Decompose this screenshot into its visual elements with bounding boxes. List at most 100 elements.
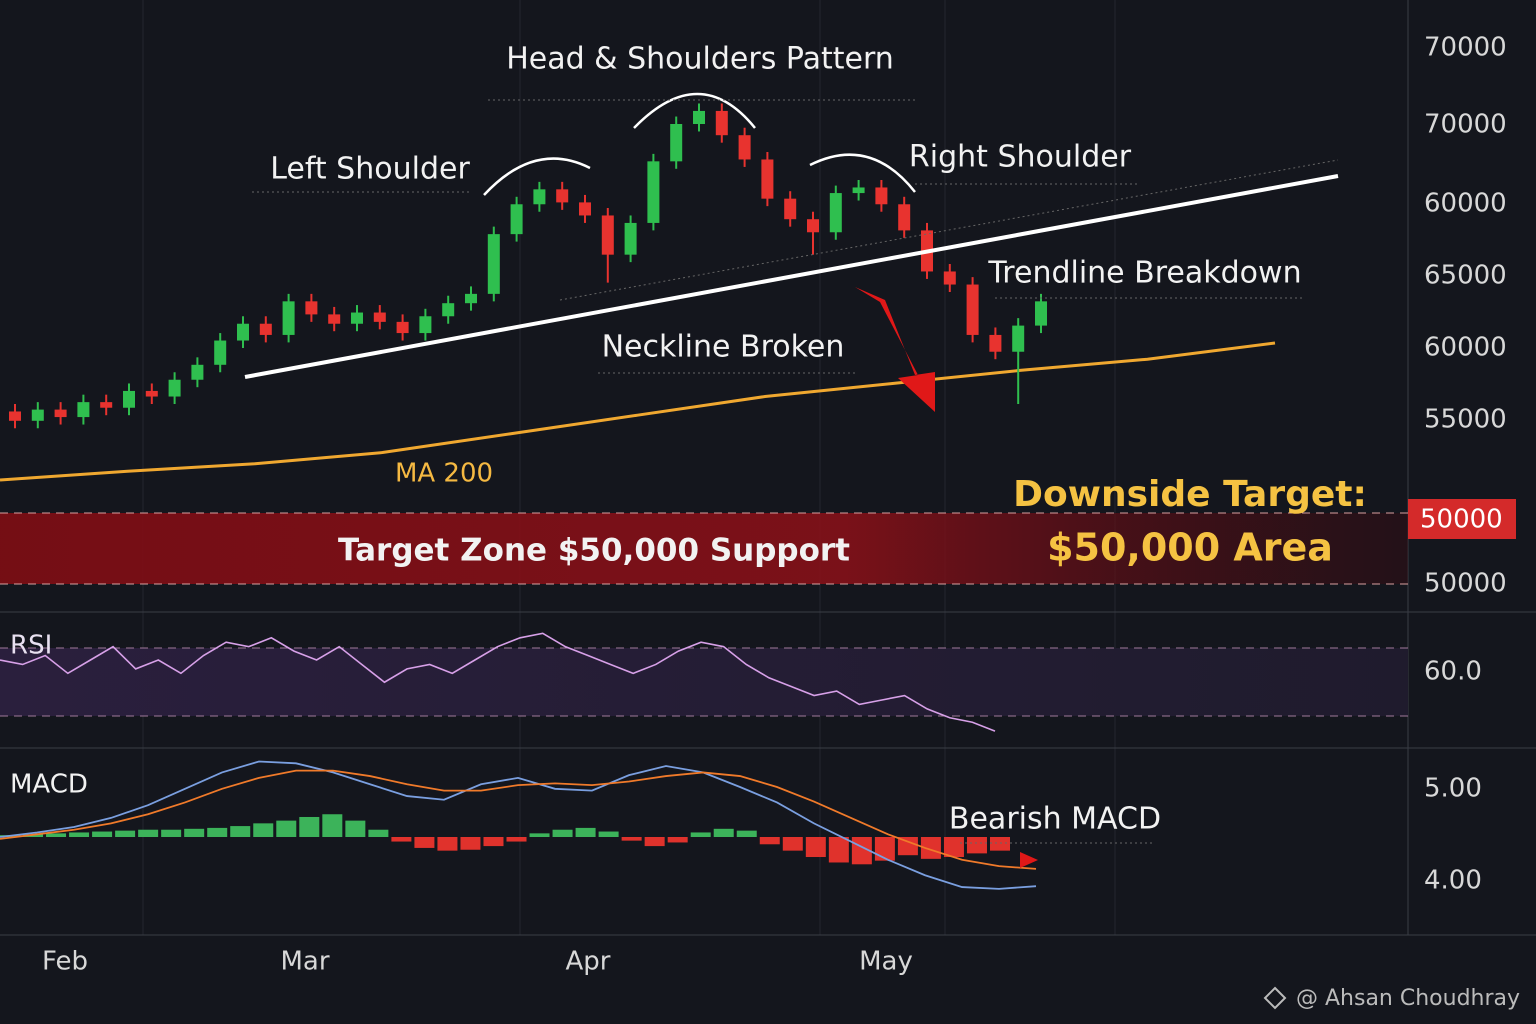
price-axis-label: 65000: [1424, 261, 1507, 291]
macd-bar: [299, 816, 320, 837]
x-tick-label: Mar: [280, 947, 329, 977]
price-axis-label: 70000: [1424, 33, 1507, 63]
candle-body: [601, 215, 614, 255]
grid: [142, 0, 1116, 935]
macd-bar: [920, 837, 941, 859]
rsi-axis-label: 60.0: [1424, 657, 1482, 687]
macd-bar: [874, 837, 895, 861]
macd-bar: [644, 837, 665, 847]
watermark-text: @ Ahsan Choudhray: [1296, 986, 1520, 1011]
candle-body: [943, 271, 956, 285]
downside-target: $50,000 Area: [1047, 526, 1333, 570]
candle-body: [761, 159, 774, 199]
macd-bar: [345, 820, 366, 837]
macd-bar: [414, 837, 435, 848]
neckline-shadow: [559, 159, 1339, 301]
candle-body: [1012, 325, 1025, 352]
macd-bar: [92, 831, 113, 837]
macd-bar: [667, 837, 688, 843]
candle-body: [852, 187, 865, 194]
macd-line: [0, 760, 1037, 890]
pattern-arcs: [483, 92, 916, 196]
macd-bar: [828, 837, 849, 863]
candle-body: [1035, 301, 1047, 326]
macd-bar: [990, 837, 1010, 851]
candle-body: [898, 204, 911, 231]
candle-body: [670, 124, 683, 162]
x-tick-label: Apr: [566, 947, 611, 977]
macd-bar: [253, 823, 274, 837]
macd-label: MACD: [10, 770, 88, 800]
candle-body: [396, 321, 409, 334]
candle-body: [510, 204, 523, 235]
macd-bar: [575, 827, 596, 837]
macd-bar: [552, 829, 573, 837]
macd-bar: [207, 827, 228, 837]
x-tick-label: May: [859, 947, 913, 977]
candle-body: [989, 334, 1002, 352]
candle-body: [533, 189, 546, 205]
macd-axis-label: 5.00: [1424, 774, 1482, 804]
downside-target: Downside Target:: [1013, 474, 1367, 515]
candle-body: [305, 301, 318, 315]
ma-label: MA 200: [395, 459, 493, 489]
candle-body: [214, 340, 227, 365]
macd-bar: [391, 837, 412, 842]
macd-bar: [69, 832, 90, 837]
macd-bar: [966, 837, 987, 854]
candle-body: [784, 198, 797, 220]
candle-body: [351, 312, 363, 324]
signal-line: [0, 769, 1037, 870]
macd-bar: [529, 833, 550, 837]
left-shoulder-label: Left Shoulder: [270, 152, 470, 187]
macd-bar: [713, 828, 734, 837]
candle-body: [237, 323, 249, 341]
watermark: @ Ahsan Choudhray: [1263, 986, 1520, 1011]
neckline: [244, 174, 1339, 379]
macd-bar: [138, 829, 159, 837]
breakdown-arrow: [855, 287, 935, 412]
price-axis-label: 50000: [1424, 569, 1507, 599]
macd-bar: [690, 832, 711, 837]
candle-body: [54, 409, 67, 418]
candle-body: [328, 314, 341, 324]
macd-bar: [437, 837, 458, 851]
macd-bar: [368, 829, 389, 837]
macd-bar: [460, 837, 481, 850]
candle-body: [191, 364, 204, 380]
chart-title: Head & Shoulders Pattern: [506, 42, 894, 77]
macd-bar: [598, 831, 619, 837]
candle-body: [579, 202, 591, 216]
macd-bar: [161, 829, 182, 837]
candle-body: [875, 187, 888, 205]
candle-body: [647, 161, 660, 223]
candle-body: [624, 222, 637, 255]
rsi-line: [0, 632, 996, 732]
macd-bar: [506, 837, 527, 842]
candle-body: [123, 390, 135, 408]
price-axis-label: 55000: [1424, 405, 1507, 435]
ma200-line: [0, 341, 1276, 482]
neckline-label: Neckline Broken: [602, 330, 845, 365]
macd-bar: [276, 820, 297, 837]
candle-body: [966, 284, 979, 335]
candle-body: [829, 193, 842, 233]
candle-body: [31, 409, 44, 421]
candle-body: [373, 312, 386, 322]
candle-body: [807, 219, 819, 233]
candle-body: [168, 379, 181, 397]
target-zone: [0, 513, 1408, 584]
macd-bar: [736, 830, 757, 837]
rsi-label: RSI: [10, 631, 52, 661]
plot: [0, 103, 1276, 890]
macd-bar: [759, 837, 780, 845]
macd-axis-label: 4.00: [1424, 866, 1482, 896]
macd-bar: [805, 837, 826, 858]
candle-body: [419, 316, 432, 334]
candle-body: [715, 110, 728, 136]
candle-body: [693, 110, 705, 124]
candle-body: [282, 301, 295, 335]
price-axis-label: 70000: [1424, 110, 1507, 140]
price-axis-label: 60000: [1424, 333, 1507, 363]
